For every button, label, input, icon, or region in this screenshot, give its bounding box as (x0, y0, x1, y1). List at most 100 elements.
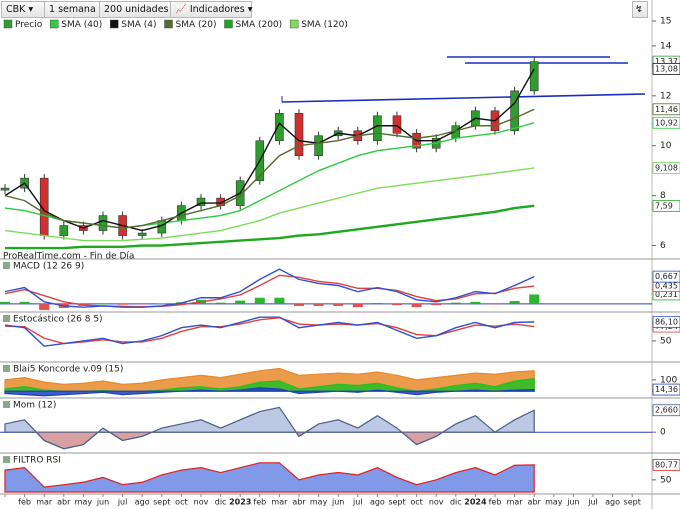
value-tag-label: 80,77 (655, 460, 678, 469)
histogram-bar (156, 303, 167, 304)
legend-label: Precio (15, 20, 43, 30)
y-tick-label: 10 (660, 141, 672, 151)
x-tick-label: sept (153, 498, 170, 507)
period: 1 semana (49, 4, 96, 15)
units-selector[interactable]: 200 unidades ▾ (99, 1, 176, 18)
line (4, 108, 535, 229)
x-tick-label: nov (194, 498, 209, 507)
histogram-bar (235, 300, 246, 304)
x-tick-label: 2023 (229, 498, 251, 507)
histogram-bar (254, 297, 265, 304)
line (4, 316, 535, 345)
histogram-bar (98, 303, 108, 305)
legend-swatch (50, 19, 59, 29)
x-tick-label: oct (410, 498, 422, 507)
legend-label: SMA (20) (176, 20, 217, 30)
histogram-bar (215, 302, 226, 304)
panel-title-icon (3, 401, 10, 408)
x-tick-label: nov (429, 498, 444, 507)
x-tick-label: sept (388, 498, 405, 507)
line (5, 204, 535, 250)
histogram-bar (117, 303, 128, 305)
legend-label: SMA (4) (121, 20, 156, 30)
area (4, 387, 535, 397)
histogram-bar (274, 297, 285, 304)
x-tick-label: 2024 (464, 498, 487, 507)
area (4, 367, 535, 392)
panel-title: Blai5 Koncorde v.09 (15) (13, 365, 123, 375)
legend-label: SMA (120) (301, 20, 348, 30)
histogram-bar (39, 303, 50, 310)
histogram-bar (372, 303, 383, 304)
histogram-bar (509, 301, 520, 304)
histogram-bar (313, 303, 324, 306)
histogram-bar (411, 303, 422, 308)
candle (98, 215, 108, 231)
legend-label: SMA (200) (235, 20, 282, 30)
negative-area (4, 432, 535, 450)
histogram-bar (19, 301, 30, 304)
watermark: ProRealTime.com - Fin de Día (3, 252, 134, 262)
y-tick-label: 12 (660, 91, 671, 101)
x-tick-label: jun (331, 498, 344, 507)
candle (294, 112, 304, 157)
candle (275, 112, 284, 142)
close-button[interactable]: ↯ (632, 1, 648, 18)
value-tag (652, 116, 680, 129)
value-tag (652, 315, 680, 328)
y-tick-label: 8 (660, 191, 666, 201)
indicators-button[interactable]: 📈 Indicadores ▾ (170, 1, 253, 18)
panel-title-icon (3, 262, 10, 269)
x-tick-label: ago (370, 498, 385, 507)
value-tag-label: 11,46 (655, 105, 678, 114)
candle (392, 115, 402, 134)
candle (137, 232, 147, 236)
value-tag (652, 62, 680, 75)
legend-swatch (224, 19, 233, 29)
histogram-bar (490, 303, 500, 305)
legend-label: SMA (40) (61, 20, 102, 30)
value-tag (652, 103, 680, 116)
candle (0, 187, 10, 191)
x-tick-label: abr (57, 498, 71, 507)
value-tag (652, 162, 680, 174)
x-tick-label: ago (605, 498, 620, 507)
x-tick-label: may (75, 498, 93, 507)
x-tick-label: may (545, 498, 563, 507)
y-tick-label: 50 (660, 475, 672, 485)
x-tick-label: sept (624, 498, 641, 507)
x-tick-label: feb (18, 498, 31, 507)
legend-swatch (110, 19, 119, 29)
candle (196, 197, 206, 206)
panel-title: FILTRO RSI (13, 456, 61, 466)
candle (314, 135, 323, 157)
x-tick-label: feb (489, 498, 502, 507)
x-tick-label: oct (175, 498, 187, 507)
x-tick-label: jul (352, 498, 363, 507)
trend-line (281, 93, 646, 103)
panel-title-icon (3, 365, 10, 372)
value-tag-label: 14,36 (655, 385, 678, 394)
area (4, 462, 535, 493)
panel-title-icon (3, 315, 10, 322)
histogram-bar (392, 303, 402, 306)
line (4, 316, 535, 347)
y-tick-label: 100 (660, 375, 677, 385)
symbol-selector[interactable]: CBK ▾ (1, 1, 45, 18)
panel-title: Mom (12) (13, 401, 56, 411)
period-selector[interactable]: 1 semana ▾ (44, 1, 104, 18)
x-tick-label: dic (450, 498, 462, 507)
value-tag-label: 7,59 (655, 201, 673, 210)
candle (373, 115, 382, 142)
x-tick-label: abr (292, 498, 306, 507)
panel-title: Estocástico (26 8 5) (13, 315, 103, 325)
histogram-bar (333, 303, 344, 306)
x-tick-label: jun (566, 498, 579, 507)
x-tick-label: ago (135, 498, 150, 507)
value-tag (652, 458, 680, 471)
x-tick-label: dic (215, 498, 227, 507)
value-tag-label: 13,37 (655, 57, 678, 66)
histogram-bar (137, 303, 148, 305)
histogram-bar (431, 303, 442, 306)
